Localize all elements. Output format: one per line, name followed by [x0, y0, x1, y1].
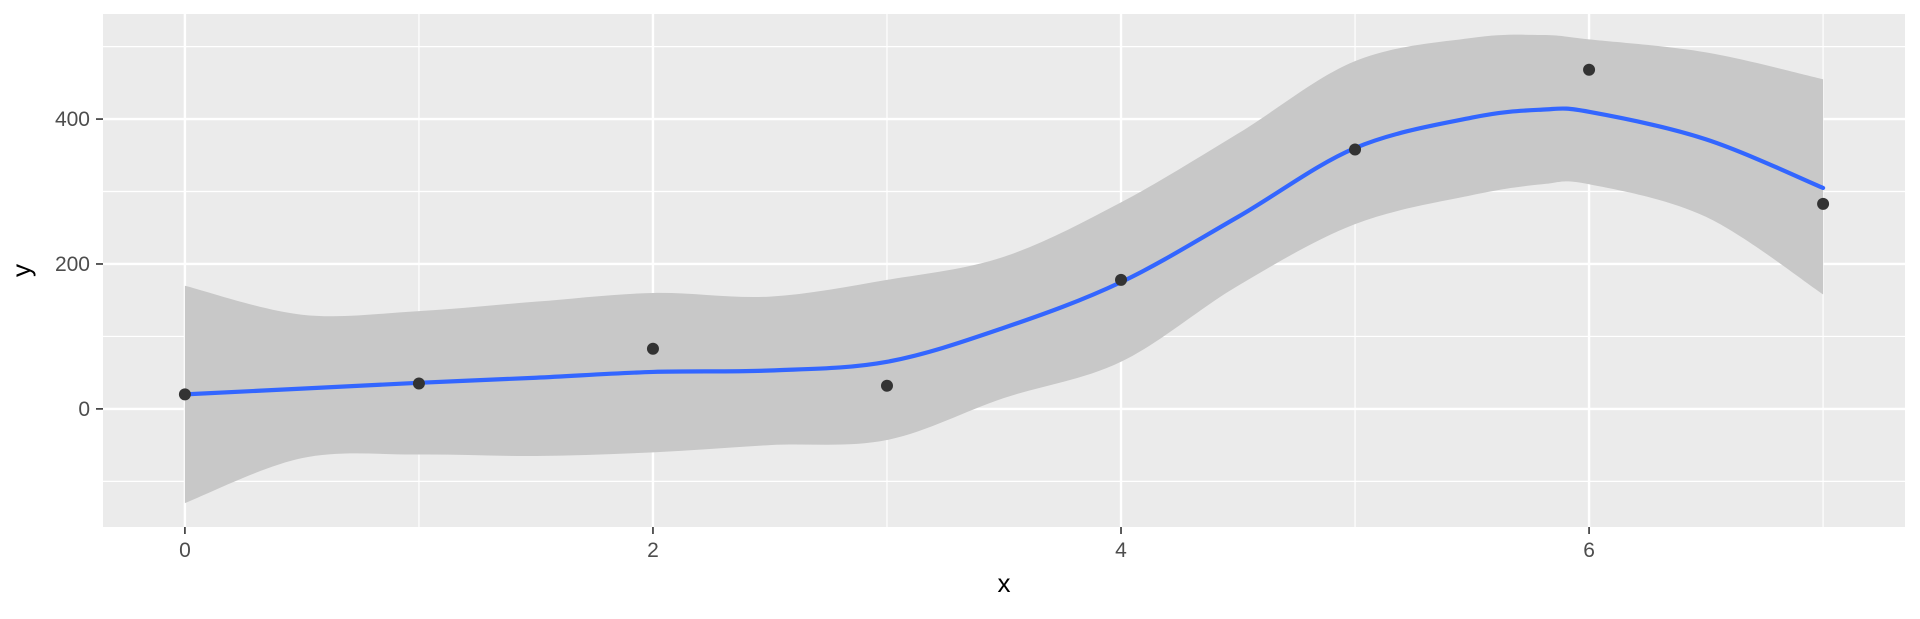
confidence-band	[184, 34, 1824, 504]
data-point	[880, 379, 893, 392]
data-point	[1115, 273, 1128, 286]
data-point	[178, 388, 191, 401]
x-tick-label: 2	[647, 539, 659, 562]
y-tick-label: 0	[78, 398, 90, 421]
x-tick-label: 0	[179, 539, 191, 562]
y-tick-label: 400	[55, 108, 90, 131]
y-axis: 0 200 400	[55, 108, 103, 421]
y-axis-title: y	[6, 264, 36, 277]
y-tick-label: 200	[55, 253, 90, 276]
x-tick-label: 6	[1583, 539, 1595, 562]
x-axis: 0 2 4 6	[179, 527, 1595, 562]
x-tick-label: 4	[1115, 539, 1127, 562]
data-point	[412, 377, 425, 390]
data-point	[1583, 63, 1596, 76]
data-point	[1349, 143, 1362, 156]
data-point	[646, 342, 659, 355]
data-points	[178, 63, 1830, 401]
data-point	[1817, 197, 1830, 210]
smooth-line	[182, 106, 1826, 397]
x-axis-title: x	[998, 568, 1011, 598]
